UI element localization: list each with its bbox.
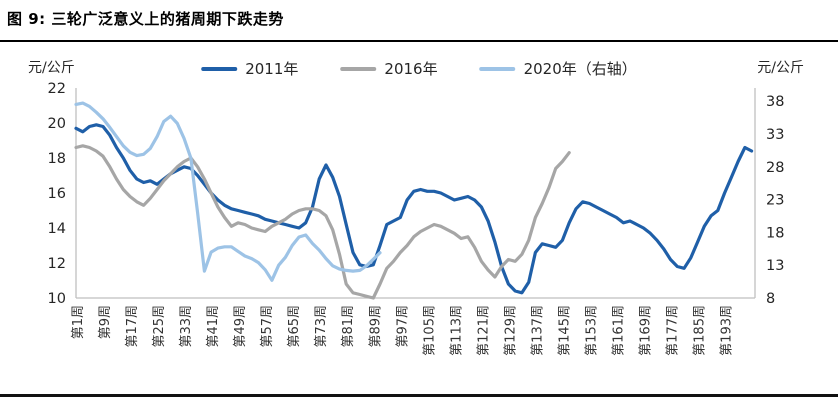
left-axis-unit-label: 元/公斤 <box>28 60 75 76</box>
legend-item-2016: 2016年 <box>340 58 438 79</box>
legend-item-2020: 2020年（右轴） <box>479 58 637 79</box>
bottom-divider <box>0 394 838 397</box>
x-axis-tick-week-129: 第129周 <box>503 305 518 356</box>
left-axis-tick-20: 20 <box>48 116 66 132</box>
legend-label-2020: 2020年（右轴） <box>523 60 637 78</box>
left-axis-tick-12: 12 <box>48 256 66 272</box>
right-axis-tick-18: 18 <box>766 225 784 241</box>
chart-legend: 2011年 2016年 2020年（右轴） <box>201 58 637 79</box>
x-axis-tick-week-113: 第113周 <box>449 305 464 356</box>
x-axis-tick-week-153: 第153周 <box>584 305 599 356</box>
right-axis-tick-38: 38 <box>766 94 784 110</box>
legend-swatch-2020 <box>479 66 516 71</box>
left-axis-tick-22: 22 <box>48 81 66 97</box>
legend-label-2011: 2011年 <box>245 60 299 78</box>
x-axis-tick-week-161: 第161周 <box>611 305 626 356</box>
x-axis-tick-week-17: 第17周 <box>125 305 140 348</box>
x-axis-tick-week-121: 第121周 <box>476 305 491 356</box>
legend-swatch-2016 <box>340 66 377 71</box>
x-axis-tick-week-193: 第193周 <box>720 305 735 356</box>
x-axis-tick-week-49: 第49周 <box>233 305 248 348</box>
x-axis-tick-week-185: 第185周 <box>693 305 708 356</box>
series-line-2011 <box>74 123 754 295</box>
right-axis-tick-13: 13 <box>766 258 784 274</box>
x-axis-tick-week-145: 第145周 <box>557 305 572 356</box>
x-axis-tick-week-137: 第137周 <box>530 305 545 356</box>
legend-label-2016: 2016年 <box>384 60 438 78</box>
x-axis-tick-week-105: 第105周 <box>422 305 437 356</box>
legend-item-2011: 2011年 <box>201 58 298 79</box>
x-axis-tick-week-89: 第89周 <box>368 305 383 348</box>
x-axis-tick-week-9: 第9周 <box>98 305 113 339</box>
left-axis-tick-14: 14 <box>48 221 66 237</box>
x-axis-tick-week-81: 第81周 <box>341 305 356 348</box>
series-line-2020 <box>74 101 382 282</box>
x-axis-tick-week-65: 第65周 <box>287 305 302 348</box>
figure-title: 图 9: 三轮广泛意义上的猪周期下跌走势 <box>7 10 284 28</box>
left-axis-tick-16: 16 <box>48 186 66 202</box>
right-axis-tick-23: 23 <box>766 193 784 209</box>
left-axis-tick-10: 10 <box>48 291 66 307</box>
x-axis-tick-week-169: 第169周 <box>639 305 654 356</box>
legend-swatch-2011 <box>201 66 238 71</box>
right-axis-unit-label: 元/公斤 <box>757 60 804 76</box>
left-axis-tick-18: 18 <box>48 151 66 167</box>
title-divider <box>0 40 838 42</box>
x-axis-tick-week-1: 第1周 <box>71 305 86 339</box>
x-axis-tick-week-57: 第57周 <box>260 305 275 348</box>
right-axis-tick-28: 28 <box>766 160 784 176</box>
x-axis-tick-week-97: 第97周 <box>395 305 410 348</box>
series-line-2016 <box>74 144 571 300</box>
x-axis-tick-week-41: 第41周 <box>206 305 221 348</box>
right-axis-tick-8: 8 <box>766 291 775 307</box>
right-axis-tick-33: 33 <box>766 127 784 143</box>
x-axis-tick-week-177: 第177周 <box>666 305 681 356</box>
x-axis-tick-week-33: 第33周 <box>179 305 194 348</box>
x-axis-tick-week-25: 第25周 <box>152 305 167 348</box>
x-axis-tick-week-73: 第73周 <box>314 305 329 348</box>
